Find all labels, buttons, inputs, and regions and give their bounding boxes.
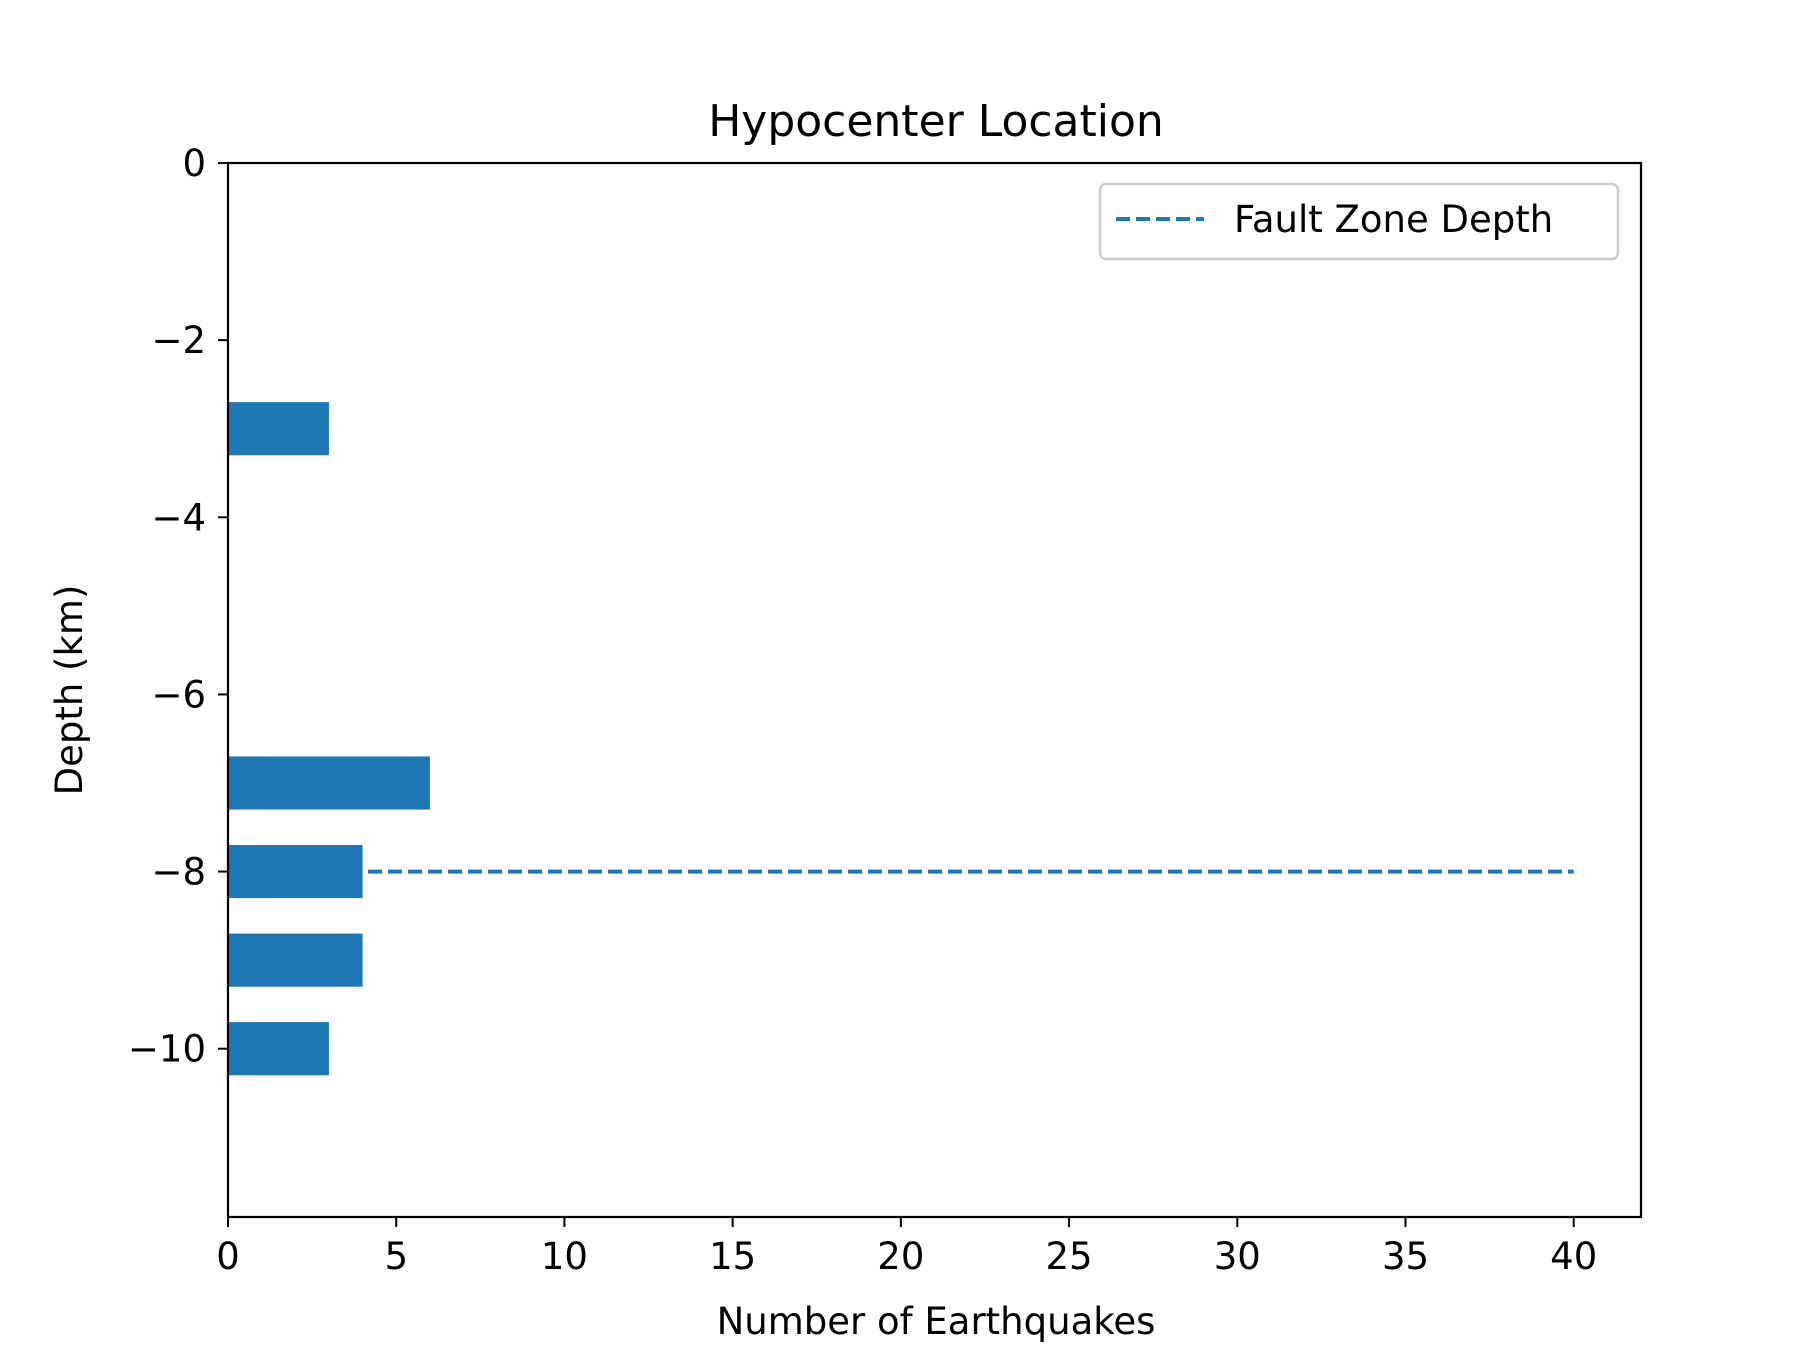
x-axis-ticks: 0 5 10 15 20 25 30 35 40 [216, 1217, 1597, 1278]
bar-depth-7 [228, 756, 430, 810]
y-tick-label-2: −2 [151, 319, 206, 362]
y-tick-label-10: −10 [128, 1028, 206, 1071]
y-axis-label: Depth (km) [48, 585, 91, 796]
y-tick-label-4: −4 [151, 496, 206, 539]
y-axis-ticks: 0 −2 −4 −6 −8 −10 [128, 142, 228, 1071]
y-tick-label-6: −6 [151, 673, 206, 716]
legend-box [1098, 182, 1620, 261]
legend-label-fault-zone-depth: Fault Zone Depth [1234, 198, 1553, 241]
chart-title: Hypocenter Location [708, 96, 1164, 147]
x-tick-label-40: 40 [1550, 1235, 1597, 1278]
x-tick-label-30: 30 [1214, 1235, 1261, 1278]
x-tick-label-25: 25 [1046, 1235, 1093, 1278]
x-tick-label-0: 0 [216, 1235, 240, 1278]
x-tick-label-5: 5 [384, 1235, 408, 1278]
y-tick-label-8: −8 [151, 851, 206, 894]
plot-frame [226, 161, 1643, 1219]
x-axis-label: Number of Earthquakes [717, 1300, 1156, 1343]
bar-depth-3 [228, 402, 329, 456]
x-tick-label-20: 20 [877, 1235, 924, 1278]
x-tick-label-15: 15 [709, 1235, 756, 1278]
bar-depth-9 [228, 933, 363, 987]
y-tick-label-0: 0 [182, 142, 206, 185]
bar-depth-10 [228, 1022, 329, 1076]
x-tick-label-35: 35 [1382, 1235, 1429, 1278]
x-tick-label-10: 10 [541, 1235, 588, 1278]
bars-layer [228, 402, 430, 1076]
legend: Fault Zone Depth [1098, 182, 1620, 261]
